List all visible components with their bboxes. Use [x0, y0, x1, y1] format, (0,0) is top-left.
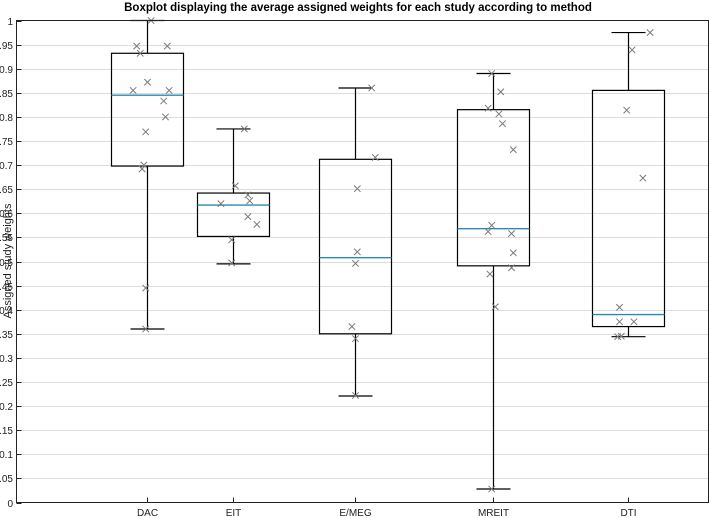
data-point [488, 221, 496, 229]
data-point [371, 153, 379, 161]
data-point [484, 104, 492, 112]
y-tick-label: 0.3 [0, 354, 13, 365]
x-tick-label: E/MEG [339, 508, 371, 518]
y-tick-label: 0.45 [0, 282, 13, 293]
data-point [639, 174, 647, 182]
data-point [240, 125, 248, 133]
data-point [615, 303, 624, 311]
data-point [630, 318, 638, 326]
data-point [136, 49, 144, 57]
y-tick-label: 0.65 [0, 185, 13, 196]
data-point [142, 325, 150, 333]
y-tick-label: 0.75 [0, 137, 13, 148]
data-point [163, 42, 171, 50]
data-point [498, 120, 507, 128]
data-point [497, 88, 505, 96]
box-dti [591, 89, 666, 328]
data-point [615, 318, 624, 326]
y-axis-label: Assigned study weights [2, 203, 14, 318]
y-tick-label: 0.5 [0, 258, 13, 269]
data-point [491, 303, 499, 311]
data-point [348, 323, 356, 331]
box-eit [196, 192, 271, 238]
x-tick-label: MREIT [478, 508, 509, 518]
y-tick-label: 0.35 [0, 330, 13, 341]
y-tick-label: 0.7 [0, 161, 13, 172]
chart-title: Boxplot displaying the average assigned … [124, 2, 592, 14]
y-tick-label: 0.85 [0, 89, 13, 100]
x-tick-label: EIT [226, 508, 242, 518]
data-point [507, 229, 516, 238]
data-point [509, 146, 517, 154]
data-point [129, 86, 137, 94]
y-tick-label: 0.95 [0, 41, 13, 52]
data-point [623, 106, 631, 114]
box-mreit [456, 109, 531, 267]
y-tick-label: 0.25 [0, 378, 13, 389]
y-tick-label: 0.2 [0, 402, 13, 413]
x-tick-label: DAC [137, 508, 158, 518]
data-point [351, 259, 360, 267]
data-point [244, 191, 252, 199]
data-point [351, 335, 360, 343]
data-point [495, 110, 503, 118]
data-point [507, 264, 516, 272]
data-point [488, 69, 496, 78]
box-dac [110, 52, 185, 167]
y-tick-label: 1 [7, 17, 13, 28]
x-axis-ticks: DAC EIT E/MEG MREIT DTI [137, 497, 637, 518]
data-point [628, 46, 636, 54]
boxes [110, 19, 666, 490]
y-axis-ticks: 0 0.05 0.1 0.15 0.2 0.25 0.3 0.35 0.4 0.45 0.5 0.55… [0, 17, 22, 510]
data-point [253, 220, 261, 228]
y-tick-label: 0.4 [0, 306, 13, 317]
data-point [143, 78, 152, 86]
data-point [160, 97, 168, 105]
data-point [228, 259, 236, 267]
data-point [368, 84, 376, 92]
data-point [228, 236, 236, 244]
y-tick-label: 0.9 [0, 65, 13, 76]
y-tick-label: 0.8 [0, 113, 13, 124]
data-point [353, 185, 361, 193]
data-point [646, 28, 654, 37]
data-point [486, 270, 494, 278]
data-points [129, 16, 654, 493]
data-point [140, 161, 148, 169]
data-point [165, 86, 173, 94]
data-point [614, 333, 622, 341]
data-point [217, 200, 225, 208]
x-tick-label: DTI [620, 508, 636, 518]
data-point [484, 228, 492, 236]
y-tick-label: 0 [7, 499, 13, 510]
y-tick-label: 0.55 [0, 233, 13, 244]
data-point [231, 182, 239, 190]
data-point [351, 391, 360, 400]
y-tick-label: 0.6 [0, 209, 13, 220]
data-point [138, 165, 146, 173]
y-tick-label: 0.05 [0, 474, 13, 485]
data-point [488, 485, 496, 493]
data-point [161, 113, 170, 121]
data-point [142, 128, 150, 136]
data-point [133, 42, 141, 50]
data-point [246, 197, 254, 205]
box-e-meg [318, 158, 393, 335]
data-point [353, 248, 361, 256]
y-tick-label: 0.1 [0, 450, 13, 461]
y-tick-label: 0.15 [0, 426, 13, 437]
data-point [509, 249, 517, 257]
grid-lines [16, 45, 709, 479]
data-point [142, 284, 150, 292]
data-point [244, 213, 252, 221]
